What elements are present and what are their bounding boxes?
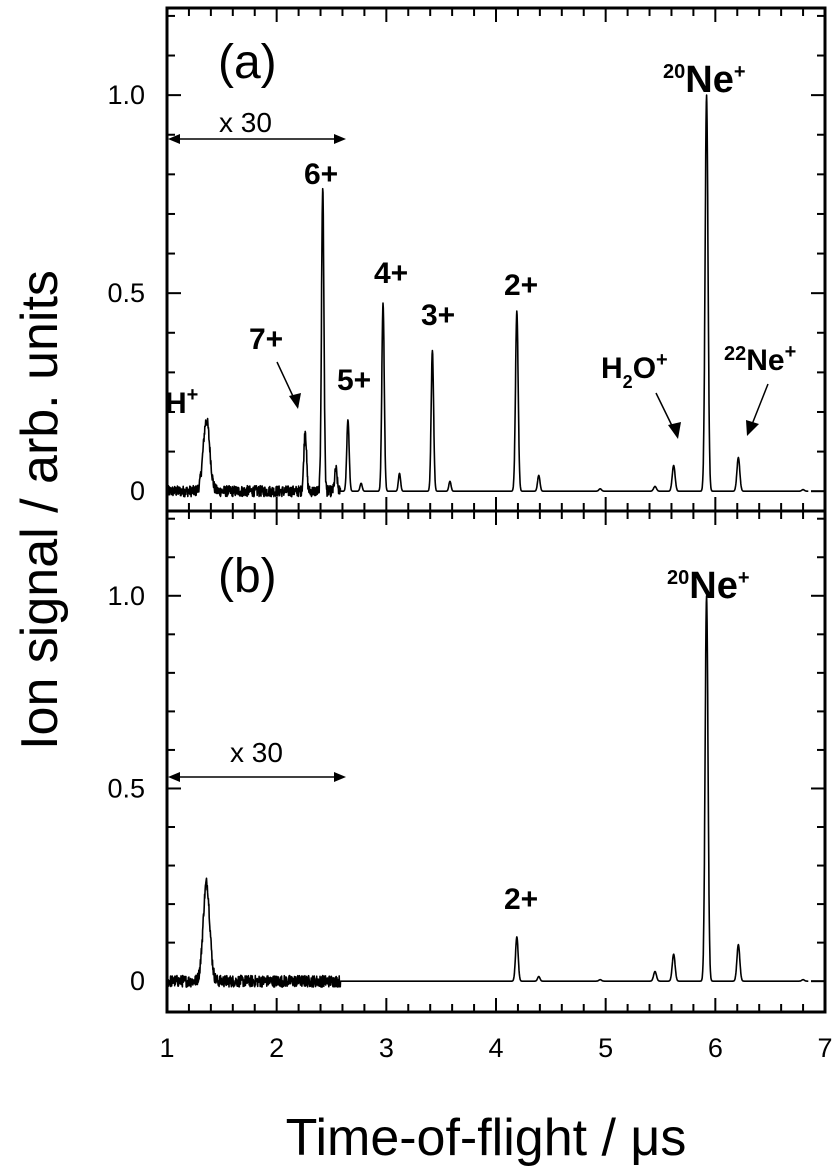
panel-b: 0 0.5 1.0 xyxy=(107,509,827,1014)
x-tick-label: 2 xyxy=(269,1033,284,1063)
y-tick-label: 0.5 xyxy=(107,773,145,803)
svg-text:7+: 7+ xyxy=(249,323,283,356)
annotation-20ne-plus-a: 20Ne+ xyxy=(663,59,746,101)
annotation-4plus: 4+ xyxy=(374,257,408,290)
x-tick-label: 3 xyxy=(379,1033,394,1063)
svg-text:x 30: x 30 xyxy=(230,737,283,768)
spectrum-line-a xyxy=(166,94,809,498)
x-tick-label: 6 xyxy=(708,1033,723,1063)
svg-text:20Ne+: 20Ne+ xyxy=(663,59,746,101)
x-axis-title: Time-of-flight / μs xyxy=(286,1109,687,1167)
y-tick-label: 1.0 xyxy=(107,80,145,110)
svg-text:20Ne+: 20Ne+ xyxy=(667,565,750,607)
x-tick-label: 5 xyxy=(598,1033,613,1063)
annotation-7plus: 7+ xyxy=(249,323,301,409)
svg-text:x 30: x 30 xyxy=(219,107,272,138)
panel-b-label: (b) xyxy=(218,550,277,603)
annotation-h2o-plus: H2O+ xyxy=(601,349,681,439)
x-tick-label: 7 xyxy=(817,1033,832,1063)
annotation-20ne-plus-b: 20Ne+ xyxy=(667,565,750,607)
svg-text:4+: 4+ xyxy=(374,257,408,290)
svg-text:5+: 5+ xyxy=(337,364,371,397)
annotation-h-plus: H+ xyxy=(165,384,198,420)
y-tick-label: 0 xyxy=(130,966,145,996)
panel-a-label: (a) xyxy=(218,36,277,89)
y-tick-label: 0.5 xyxy=(107,278,145,308)
annotation-6plus: 6+ xyxy=(304,158,338,191)
annotation-5plus: 5+ xyxy=(337,364,371,397)
x-tick-labels: 1 2 3 4 5 6 7 xyxy=(159,1033,832,1063)
x-tick-label: 1 xyxy=(159,1033,174,1063)
spectrum-line-b xyxy=(166,594,809,988)
svg-text:2+: 2+ xyxy=(504,269,538,302)
y-axis-title: Ion signal / arb. units xyxy=(11,270,69,750)
y-tick-label: 0 xyxy=(130,476,145,506)
scale-indicator-b: x 30 xyxy=(168,737,346,782)
svg-text:22Ne+: 22Ne+ xyxy=(724,341,796,377)
scale-indicator-a: x 30 xyxy=(168,107,346,144)
annotation-22ne-plus: 22Ne+ xyxy=(724,341,796,436)
svg-text:3+: 3+ xyxy=(421,299,455,332)
svg-text:H2O+: H2O+ xyxy=(601,349,668,392)
svg-text:6+: 6+ xyxy=(304,158,338,191)
annotation-2plus-a: 2+ xyxy=(504,269,538,302)
x-tick-label: 4 xyxy=(488,1033,503,1063)
svg-text:2+: 2+ xyxy=(504,883,538,916)
svg-text:H+: H+ xyxy=(165,384,198,420)
annotation-3plus: 3+ xyxy=(421,299,455,332)
annotation-2plus-b: 2+ xyxy=(504,883,538,916)
y-tick-label: 1.0 xyxy=(107,581,145,611)
